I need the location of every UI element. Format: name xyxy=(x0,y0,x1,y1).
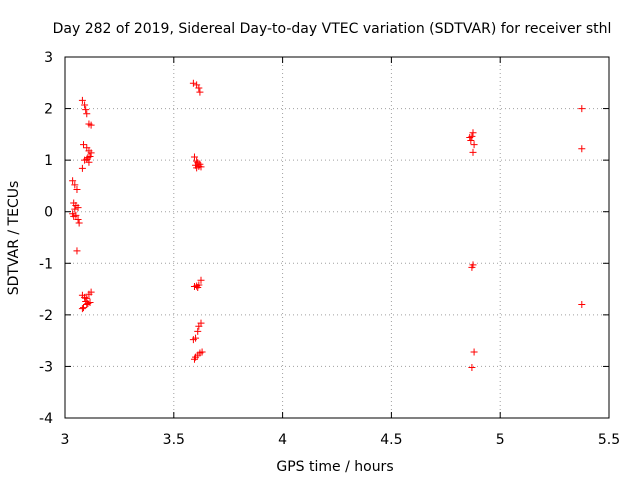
data-point xyxy=(195,322,203,330)
x-tick-label: 4 xyxy=(278,432,287,448)
data-point xyxy=(70,212,78,220)
data-point xyxy=(71,205,79,213)
data-point xyxy=(578,105,586,113)
data-point xyxy=(192,161,200,169)
data-point xyxy=(467,137,475,145)
data-point xyxy=(194,327,202,335)
data-point xyxy=(193,157,201,165)
y-tick-label: -3 xyxy=(39,359,53,375)
data-points xyxy=(69,79,586,371)
data-point xyxy=(194,284,202,292)
plot-area-frame xyxy=(64,56,610,419)
y-tick-label: 2 xyxy=(44,102,53,118)
y-tick-label: -1 xyxy=(39,256,53,272)
y-axis-label: SDTVAR / TECUs xyxy=(6,181,22,296)
data-point xyxy=(189,79,197,87)
data-point xyxy=(189,336,197,344)
data-point xyxy=(469,129,477,137)
y-axis-tick-labels: 3 2 1 0 -1 -2 -3 -4 xyxy=(39,50,53,427)
data-point xyxy=(87,121,95,129)
data-point xyxy=(81,101,89,109)
x-tick-label: 4.5 xyxy=(380,432,402,448)
data-point xyxy=(82,106,90,114)
data-point xyxy=(468,363,476,371)
x-axis-label: GPS time / hours xyxy=(276,459,393,475)
data-point xyxy=(470,348,478,356)
data-point xyxy=(87,288,95,296)
data-point xyxy=(74,204,82,212)
chart-title: Day 282 of 2019, Sidereal Day-to-day VTE… xyxy=(53,21,612,37)
axis-ticks xyxy=(64,56,610,419)
data-point xyxy=(79,141,87,149)
data-point xyxy=(78,305,86,313)
data-point xyxy=(78,96,86,104)
y-tick-label: -2 xyxy=(39,308,53,324)
x-tick-label: 5.5 xyxy=(598,432,620,448)
data-point xyxy=(83,294,91,302)
data-point xyxy=(195,84,203,92)
data-point xyxy=(83,301,91,309)
data-point xyxy=(73,186,81,194)
x-tick-label: 3.5 xyxy=(163,432,185,448)
data-point xyxy=(197,276,205,284)
data-point xyxy=(469,148,477,156)
data-point xyxy=(69,177,77,185)
data-point xyxy=(469,261,477,269)
data-point xyxy=(79,304,87,312)
data-point xyxy=(74,215,82,223)
data-point xyxy=(71,181,79,189)
y-tick-label: -4 xyxy=(39,411,53,427)
y-tick-label: 3 xyxy=(44,50,53,66)
data-point xyxy=(197,163,205,171)
data-point xyxy=(468,132,476,140)
data-point xyxy=(190,153,198,161)
y-tick-label: 0 xyxy=(44,205,53,221)
y-tick-label: 1 xyxy=(44,153,53,169)
x-tick-label: 5 xyxy=(496,432,505,448)
data-point xyxy=(470,141,478,149)
data-point xyxy=(87,149,95,157)
data-point xyxy=(578,145,586,153)
gridlines xyxy=(65,57,609,418)
data-point xyxy=(190,355,198,363)
x-tick-label: 3 xyxy=(61,432,70,448)
data-point xyxy=(75,219,83,227)
data-point xyxy=(83,110,91,118)
data-point xyxy=(86,153,94,161)
x-axis-tick-labels: 3 3.5 4 4.5 5 5.5 xyxy=(61,432,621,448)
data-point xyxy=(73,247,81,255)
data-point xyxy=(78,164,86,172)
data-point xyxy=(85,158,93,166)
data-point xyxy=(578,301,586,309)
data-point xyxy=(196,88,204,96)
